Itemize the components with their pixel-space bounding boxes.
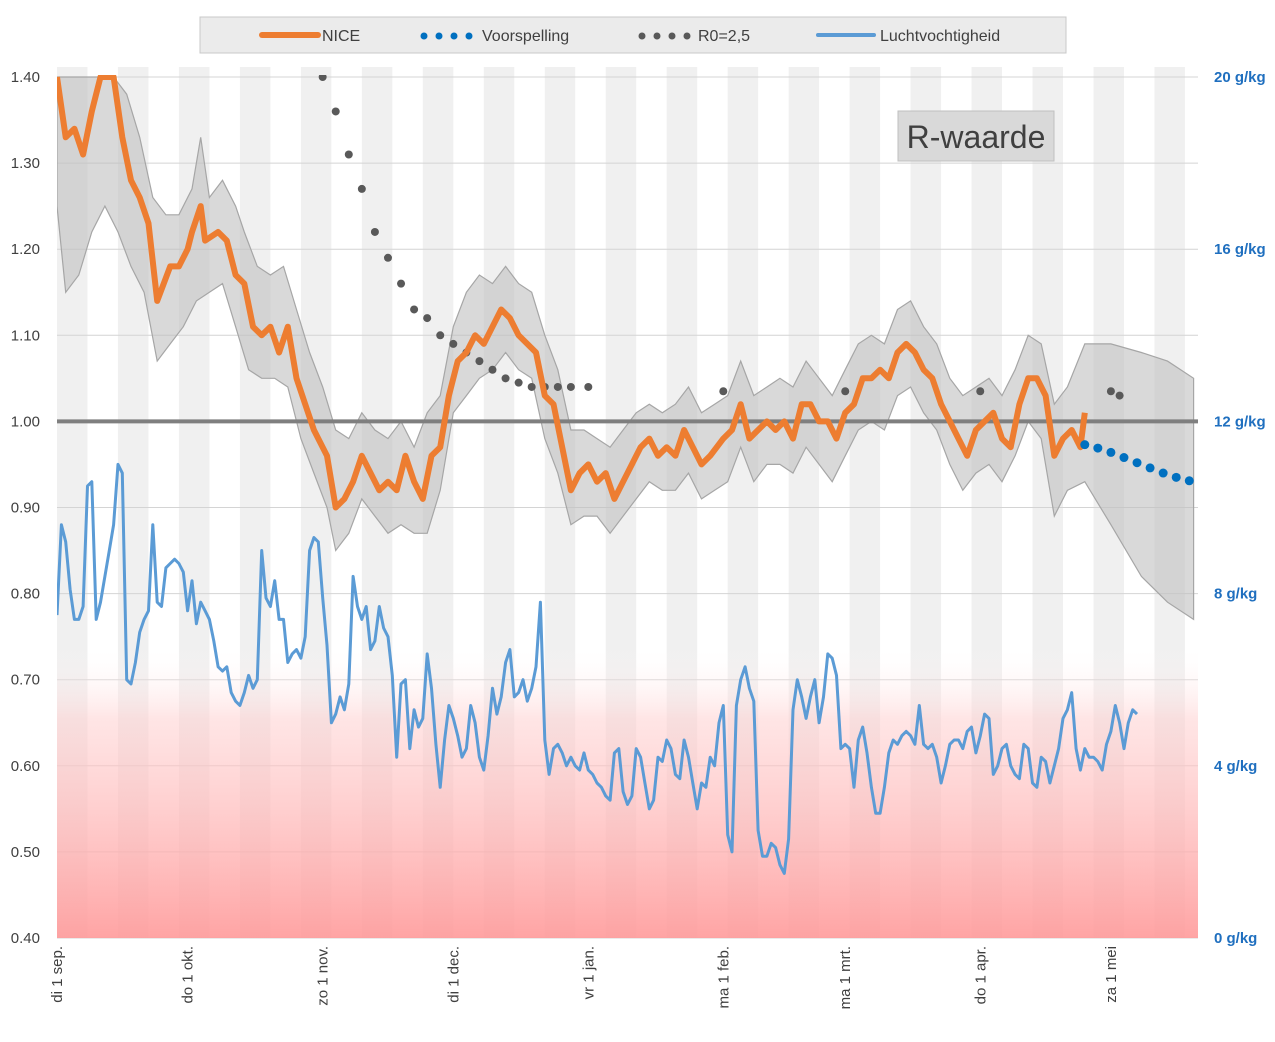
y-left-tick-label: 1.00	[11, 413, 40, 430]
axes: 0.40 0.50 0.60 0.70 0.80 0.90 1.00 1.10 1.20 1.30…	[11, 69, 1266, 1009]
confidence-band	[57, 76, 1195, 621]
legend-swatch-dot	[465, 32, 473, 40]
r0-point	[1106, 387, 1115, 396]
legend-swatch-dot	[420, 32, 428, 40]
y-left-tick-label: 1.30	[11, 155, 40, 172]
forecast-point	[1132, 458, 1142, 468]
legend-swatch-dot	[653, 32, 661, 40]
legend-box	[199, 16, 1067, 54]
y-right-tick-label: 8 g/kg	[1214, 586, 1257, 603]
title-box	[897, 110, 1055, 162]
r0-point	[370, 227, 379, 236]
legend-swatch-dot	[683, 32, 691, 40]
chart-title: R-waarde	[907, 119, 1046, 155]
legend-swatch-dot	[450, 32, 458, 40]
y-left-tick-label: 1.20	[11, 241, 40, 258]
x-tick-label: ma 1 mrt.	[837, 946, 854, 1009]
r0-point	[553, 382, 562, 391]
nice-confidence-band	[57, 76, 1195, 621]
x-tick-label: do 1 okt.	[180, 946, 197, 1004]
forecast-point	[1119, 453, 1129, 463]
legend-label: Voorspelling	[482, 28, 569, 45]
y-right-tick-label: 20 g/kg	[1214, 69, 1266, 86]
y-right-tick-label: 4 g/kg	[1214, 758, 1257, 775]
x-tick-label: za 1 mei	[1103, 946, 1120, 1003]
y-right-tick-label: 16 g/kg	[1214, 241, 1266, 258]
r0-point	[501, 374, 510, 383]
x-tick-label: zo 1 nov.	[315, 946, 332, 1006]
r0-point	[449, 339, 458, 348]
r0-point	[436, 331, 445, 340]
forecast-point	[1158, 468, 1168, 478]
x-tick-label: do 1 apr.	[972, 946, 989, 1004]
y-left-tick-label: 0.80	[11, 586, 40, 603]
y-left-tick-label: 0.50	[11, 844, 40, 861]
r0-point	[488, 365, 497, 374]
y-left-tick-label: 0.90	[11, 500, 40, 517]
r0-point	[841, 387, 850, 396]
r0-point	[514, 378, 523, 387]
legend-swatch-dot	[638, 32, 646, 40]
low-humidity-zone	[57, 645, 1198, 938]
legend-swatch-dot	[668, 32, 676, 40]
legend: NICE Voorspelling R0=2,5 Luchtvochtigheid	[199, 16, 1067, 54]
forecast-point	[1184, 476, 1194, 486]
series-lines	[57, 75, 1194, 875]
x-tick-label: di 1 sep.	[49, 946, 66, 1003]
y-left-tick-label: 0.40	[11, 930, 40, 947]
r0-point	[566, 382, 575, 391]
x-tick-label: di 1 dec.	[445, 946, 462, 1003]
y-right-tick-label: 12 g/kg	[1214, 413, 1266, 430]
r0-point	[1115, 391, 1124, 400]
r0-point	[383, 253, 392, 262]
legend-label: NICE	[322, 28, 360, 45]
forecast-point	[1093, 443, 1103, 453]
r0-point	[584, 382, 593, 391]
forecast-point	[1171, 472, 1181, 482]
r0-point	[344, 150, 353, 159]
y-left-tick-label: 1.40	[11, 69, 40, 86]
r0-point	[357, 184, 366, 193]
legend-swatch-dot	[435, 32, 443, 40]
forecast-point	[1145, 463, 1155, 473]
x-tick-label: ma 1 feb.	[715, 946, 732, 1009]
x-tick-label: vr 1 jan.	[580, 946, 597, 999]
r0-point	[527, 382, 536, 391]
r0-point	[475, 357, 484, 366]
r0-point	[976, 387, 985, 396]
r0-point	[397, 279, 406, 288]
r0-point	[331, 107, 340, 116]
nice-line	[57, 75, 1088, 511]
r0-point	[719, 387, 728, 396]
forecast-point	[1080, 440, 1090, 450]
r0-point	[318, 75, 327, 81]
humidity-line	[57, 462, 1139, 875]
legend-label: R0=2,5	[698, 28, 750, 45]
y-left-tick-label: 0.70	[11, 672, 40, 689]
title-group: R-waarde	[897, 110, 1055, 162]
r0-point	[423, 314, 432, 323]
r0-point	[410, 305, 419, 314]
y-left-tick-label: 1.10	[11, 327, 40, 344]
y-left-tick-label: 0.60	[11, 758, 40, 775]
forecast-point	[1106, 447, 1116, 457]
y-right-tick-label: 0 g/kg	[1214, 930, 1257, 947]
legend-label: Luchtvochtigheid	[880, 28, 1000, 45]
